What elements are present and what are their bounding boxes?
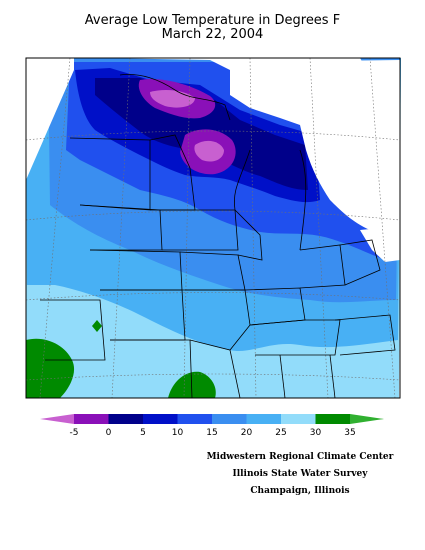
credit-isws: Illinois State Water Survey	[232, 469, 368, 479]
legend-bin	[143, 414, 178, 424]
temperature-bands	[23, 58, 401, 398]
map-title: Average Low Temperature in Degrees F	[84, 13, 341, 28]
legend-tick-label: 35	[344, 428, 355, 438]
legend-tick-label: 15	[206, 428, 217, 438]
legend-tick-label: 30	[310, 428, 322, 438]
legend-bin	[246, 414, 281, 424]
map-border	[25, 57, 401, 399]
legend-tick-label: 20	[241, 428, 253, 438]
legend-bin	[40, 414, 74, 424]
legend-bin	[315, 414, 350, 424]
legend-bin	[74, 414, 109, 424]
legend-tick-label: 0	[106, 428, 112, 438]
map-date: March 22, 2004	[161, 27, 264, 42]
legend-tick-label: 5	[140, 428, 146, 438]
legend-bin	[177, 414, 212, 424]
credit-mrcc: Midwestern Regional Climate Center	[206, 452, 394, 462]
legend-tick-label: -5	[70, 428, 79, 438]
legend-bin	[281, 414, 316, 424]
legend-tick-label: 10	[172, 428, 184, 438]
state-boundaries	[40, 73, 396, 399]
legend-tick-label: 25	[275, 428, 286, 438]
lat-lon-grid	[25, 57, 401, 399]
legend-bin	[212, 414, 247, 424]
credit-location: Champaign, Illinois	[250, 486, 350, 496]
legend-bin	[108, 414, 143, 424]
legend-bin	[350, 414, 384, 424]
